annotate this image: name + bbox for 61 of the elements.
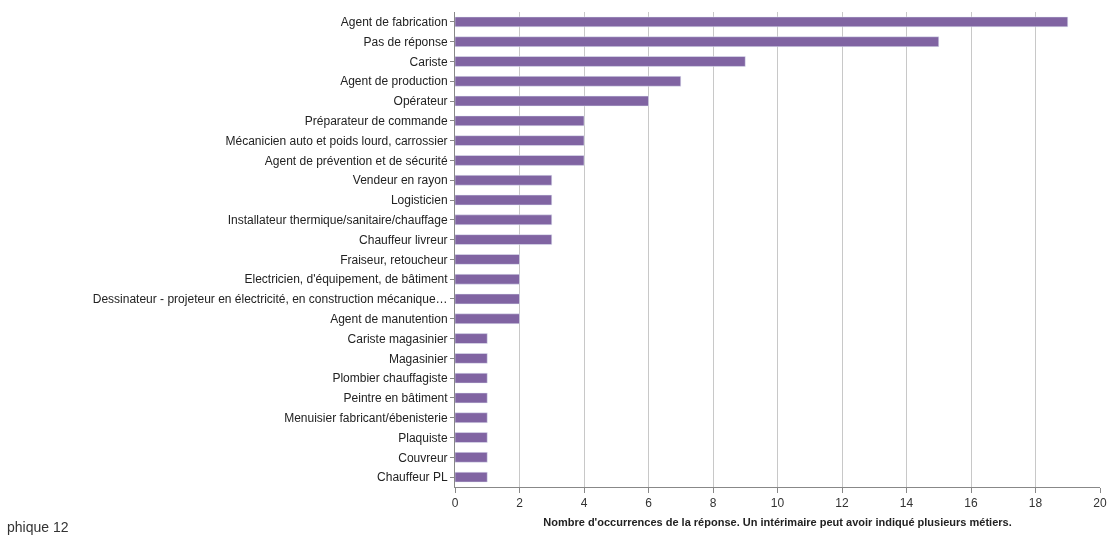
y-tick-label: Cariste: [409, 54, 448, 69]
y-tick-label: Logisticien: [390, 193, 448, 208]
x-tick-label: 20: [1093, 496, 1107, 511]
y-tick-label: Peintre en bâtiment: [343, 391, 449, 406]
y-tick-label: Fraiseur, retoucheur: [340, 252, 448, 267]
bar: [455, 254, 520, 265]
x-tick-label: 8: [709, 496, 717, 511]
bar: [455, 16, 1068, 28]
x-tick-label: 10: [770, 496, 785, 511]
y-tick-label: Installateur thermique/sanitaire/chauffage: [227, 213, 448, 228]
x-tick-label: 6: [645, 496, 653, 511]
bar: [455, 273, 520, 285]
x-axis-title: Nombre d'occurrences de la réponse. Un intérimaire peut avoir indiqué plusieurs métiers.: [543, 515, 1012, 528]
y-tick-label: Cariste magasinier: [347, 331, 448, 346]
bar: [455, 36, 939, 47]
bar: [455, 214, 552, 226]
y-tick-label: Agent de prévention et de sécurité: [264, 153, 448, 168]
y-tick-label: Dessinateur - projeteur en électricité, en construction mécanique…: [92, 292, 448, 307]
bar: [455, 95, 649, 107]
bar: [455, 333, 488, 344]
y-tick-label: Electricien, d'équipement, de bâtiment: [244, 272, 449, 287]
text: phique 12: [7, 519, 69, 535]
bar: [455, 175, 552, 186]
y-tick-label: Chauffeur livreur: [359, 232, 448, 247]
y-tick-label: Préparateur de commande: [304, 114, 448, 129]
y-tick-label: Mécanicien auto et poids lourd, carrossier: [225, 133, 448, 148]
y-tick-label: Couvreur: [398, 450, 448, 465]
bar: [455, 313, 520, 324]
bar: [455, 452, 488, 463]
bar: [455, 293, 520, 305]
x-tick-label: 16: [964, 496, 978, 511]
y-tick-label: Plaquiste: [398, 430, 448, 445]
bar: [455, 432, 488, 443]
bar: [455, 372, 488, 384]
y-tick-label: Agent de manutention: [330, 311, 448, 326]
y-tick-label: Magasinier: [388, 351, 448, 366]
y-tick-label: Vendeur en rayon: [352, 173, 448, 188]
bar: [455, 412, 488, 423]
bar: [455, 115, 585, 127]
bar: [455, 392, 488, 404]
y-tick-label: Chauffeur PL: [377, 470, 448, 485]
y-tick-label: Pas de réponse: [363, 34, 448, 49]
bar: [455, 234, 552, 245]
x-tick-label: 14: [899, 496, 914, 511]
bar: [455, 76, 681, 87]
y-tick-label: Agent de production: [340, 74, 448, 89]
bar: [455, 353, 488, 364]
x-tick-label: 4: [580, 496, 588, 511]
y-tick-label: Menuisier fabricant/ébenisterie: [284, 410, 448, 425]
x-tick-label: 2: [516, 496, 524, 511]
bar: [455, 194, 552, 206]
x-tick-label: 18: [1028, 496, 1043, 511]
bar: [455, 56, 746, 67]
bar: [455, 471, 488, 483]
x-tick-label: 0: [451, 496, 459, 511]
bar: [455, 155, 585, 166]
bar: [455, 135, 585, 146]
y-tick-label: Agent de fabrication: [340, 15, 448, 30]
y-tick-label: Opérateur: [393, 94, 448, 109]
x-tick-label: 12: [835, 496, 849, 511]
y-tick-label: Plombier chauffagiste: [332, 371, 448, 386]
